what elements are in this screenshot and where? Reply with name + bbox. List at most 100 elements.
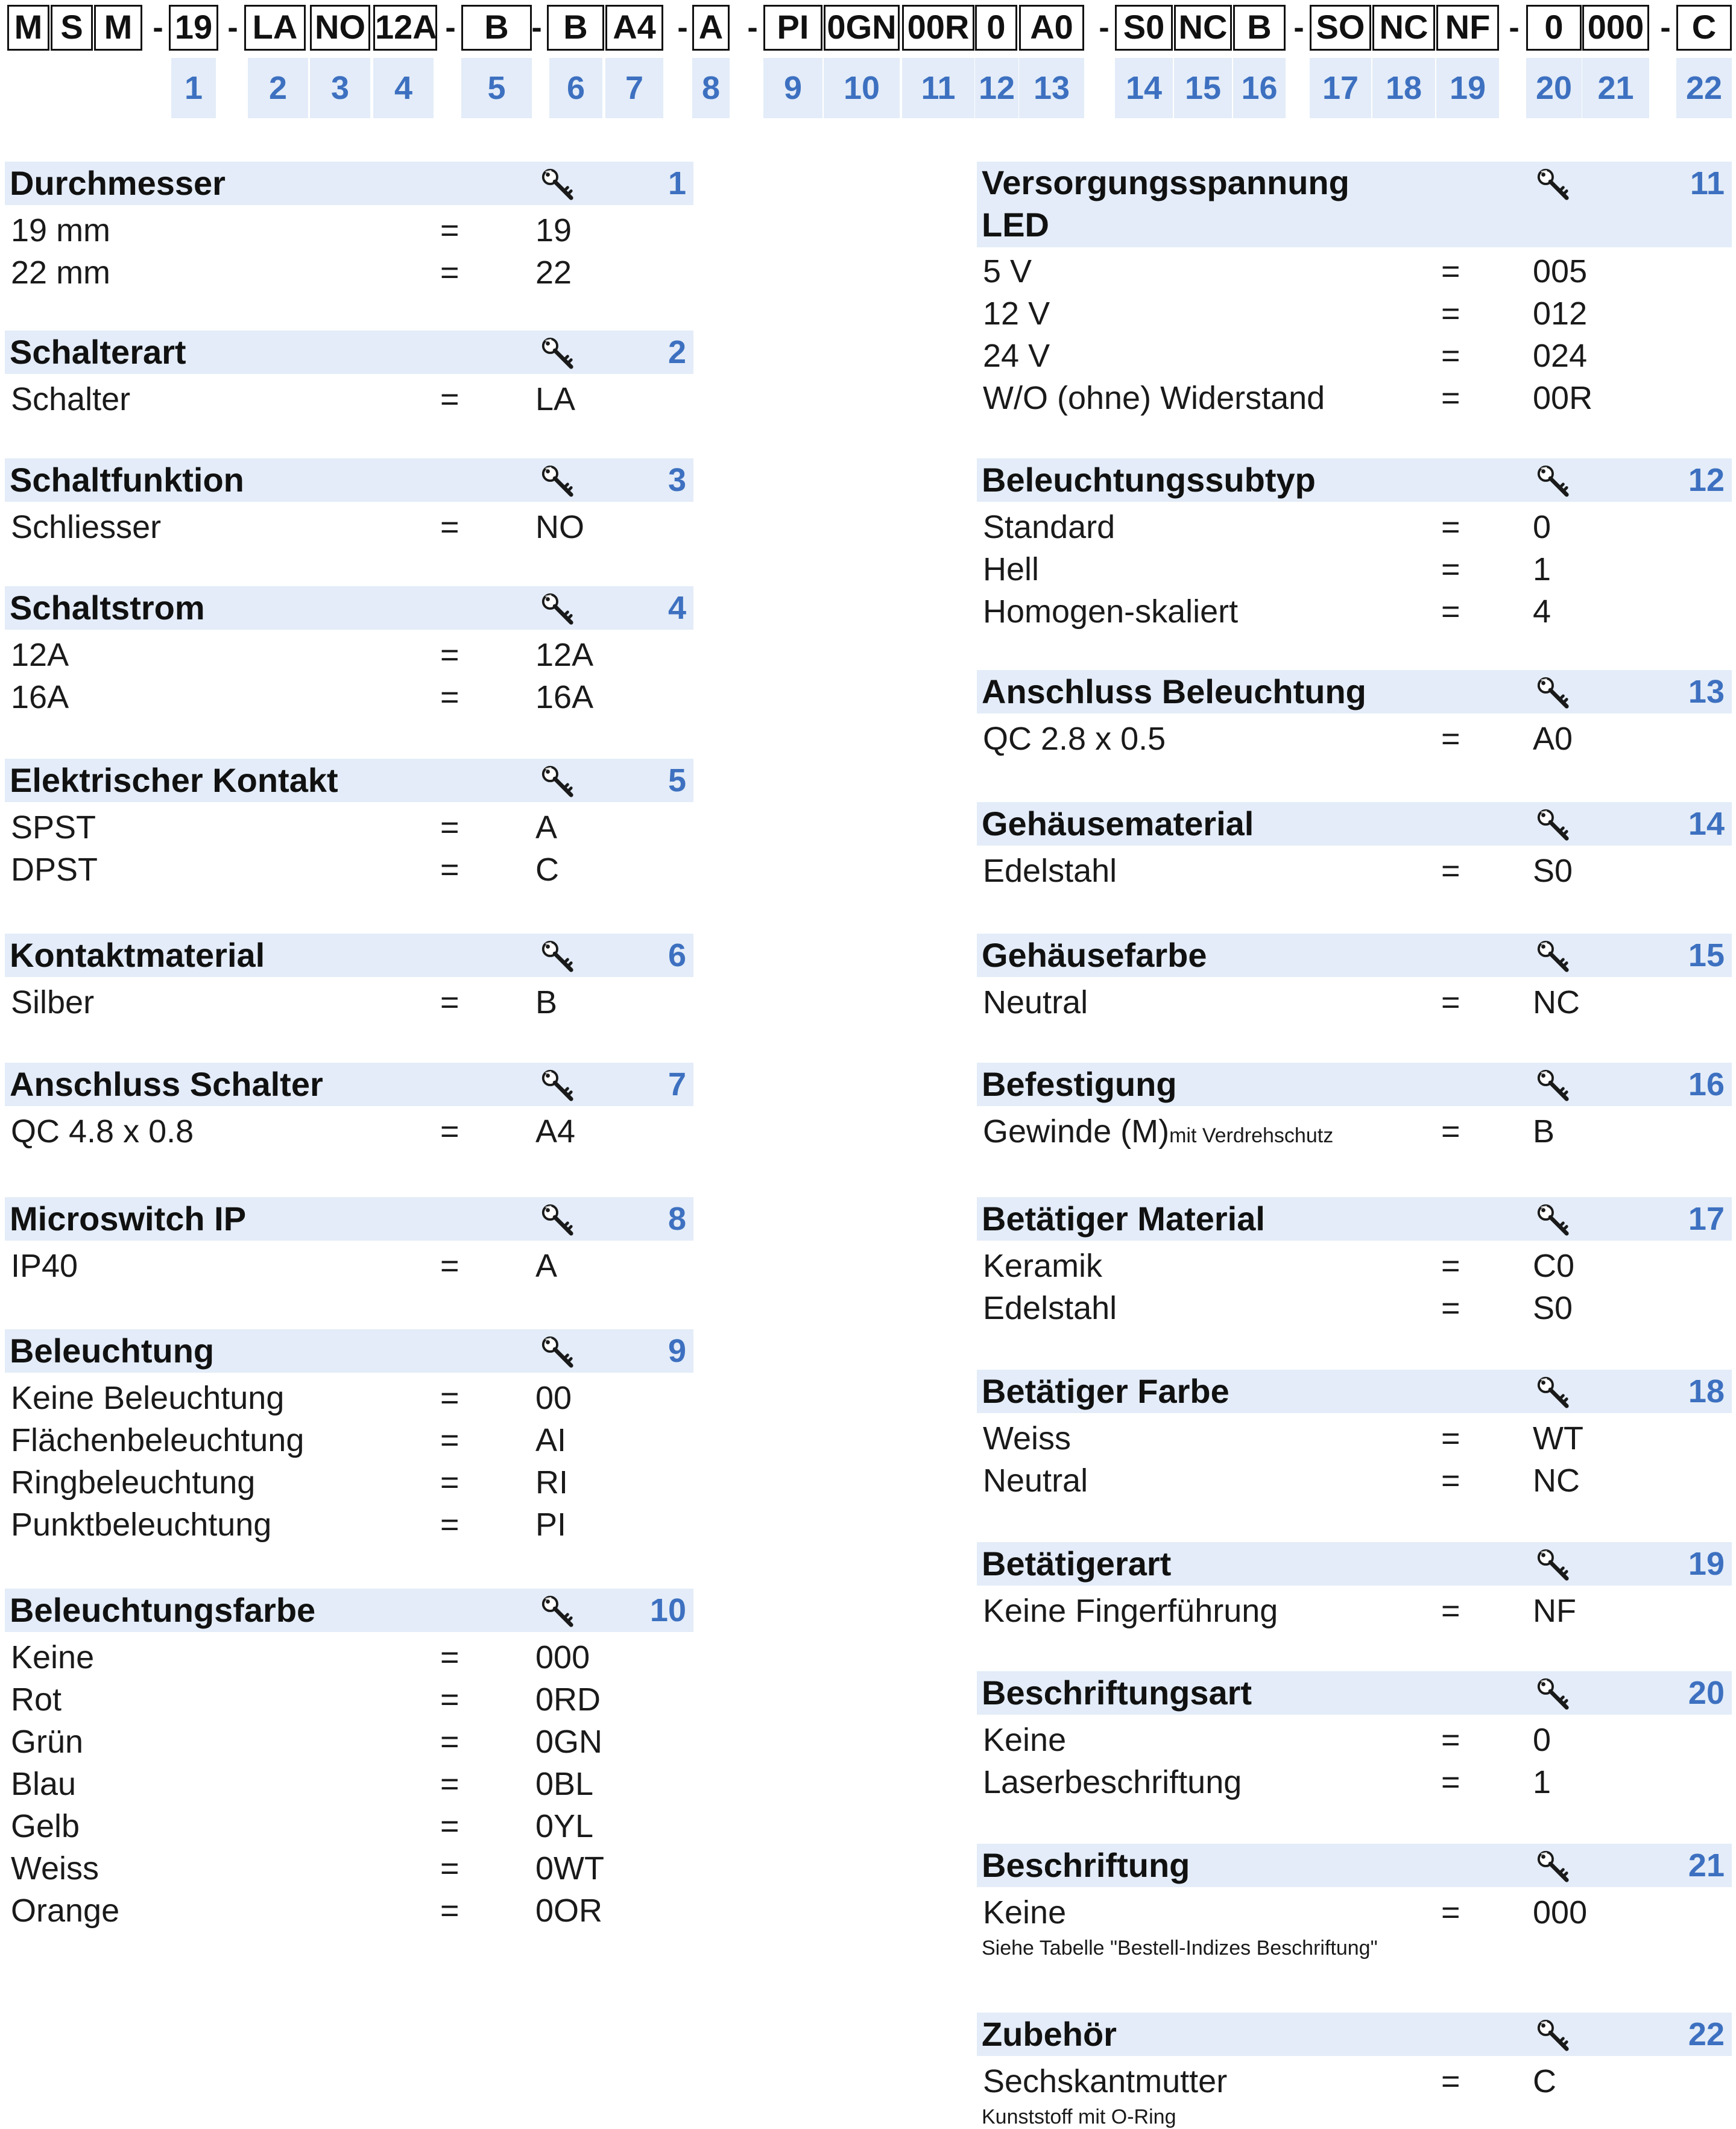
option-code: 000 [535,1639,590,1675]
option-label: Punktbeleuchtung [11,1504,271,1545]
code-box: LA [244,5,306,51]
section-title: Gehäusefarbe [982,936,1207,974]
option-code: A4 [535,1113,576,1150]
option-row: Rot = 0RD [5,1679,693,1720]
equals-sign: = [440,1422,459,1458]
option-row: Homogen-skaliert = 4 [977,591,1732,632]
section-note: Kunststoff mit O-Ring [982,2105,1176,2128]
section-title: Befestigung [982,1065,1177,1103]
option-label: 19 mm [11,210,110,251]
option-label-text: Punktbeleuchtung [11,1507,272,1543]
position-number: 11 [902,58,974,118]
position-number: 12 [975,58,1018,118]
option-code: NO [535,509,584,545]
option-label-text: QC 4.8 x 0.8 [11,1113,194,1150]
option-row: Edelstahl = S0 [977,850,1732,891]
option-label-text: Schalter [11,381,131,417]
option-code: PI [535,1507,567,1543]
equals-sign: = [1441,338,1460,374]
key-icon [1535,2017,1570,2052]
equals-sign: = [440,1248,459,1284]
option-label-text: Schliesser [11,509,162,545]
section-header [977,1844,1732,1887]
section-title: Schalterart [10,333,186,371]
code-box: S [51,5,93,51]
option-label-text: Laserbeschriftung [983,1764,1242,1800]
code-separator: - [531,10,542,45]
key-icon [1535,1202,1570,1237]
option-label: Rot [11,1679,62,1720]
section-number: 18 [1688,1373,1725,1409]
code-box: B [461,5,532,51]
option-row: 22 mm = 22 [5,252,693,293]
section-title: Schaltstrom [10,589,205,627]
section-number: 14 [1688,806,1725,842]
option-code: 1 [1533,1764,1551,1800]
option-label: Edelstahl [983,850,1117,891]
equals-sign: = [440,255,459,291]
equals-sign: = [1441,593,1460,630]
section-title: Kontaktmaterial [10,936,265,974]
option-label: 24 V [983,335,1050,376]
option-label-text: Keine [983,1722,1067,1758]
option-label-text: Flächenbeleuchtung [11,1422,305,1458]
option-code: 0OR [535,1893,603,1929]
option-label-text: Weiss [983,1420,1072,1457]
equals-sign: = [440,1724,459,1760]
option-code: A [535,809,558,846]
position-number: 21 [1582,58,1649,118]
option-row: Gewinde (M)mit Verdrehschutz = B [977,1111,1732,1152]
option-label: W/O (ohne) Widerstand [983,378,1325,419]
option-label: Orange [11,1890,119,1931]
section-header [5,1589,693,1632]
section-number: 3 [668,462,686,498]
option-label: QC 4.8 x 0.8 [11,1111,194,1152]
section-number: 17 [1688,1201,1725,1237]
position-number: 8 [692,58,730,118]
option-row: IP40 = A [5,1245,693,1286]
option-label-text: 22 mm [11,255,111,291]
section-title: Microswitch IP [10,1200,247,1238]
section-title: Beschriftungsart [982,1674,1252,1712]
option-label-text: Gewinde (M) [983,1113,1170,1150]
code-box: 000 [1582,5,1649,51]
section-title: Zubehör [982,2015,1117,2053]
option-row: Keine = 000 [977,1892,1732,1933]
key-icon [1535,675,1570,710]
code-separator: - [1509,10,1520,45]
option-label-text: 24 V [983,338,1050,374]
code-box: 0 [975,5,1017,51]
position-number: 22 [1676,58,1732,118]
equals-sign: = [440,852,459,888]
option-label: IP40 [11,1245,78,1286]
section-header [5,586,693,630]
option-label-text: Homogen-skaliert [983,593,1239,630]
equals-sign: = [1441,296,1460,332]
option-code: 00 [535,1380,572,1416]
key-icon [540,1068,575,1102]
option-row: Keine = 000 [5,1637,693,1678]
section-number: 12 [1688,462,1725,498]
equals-sign: = [440,679,459,715]
option-label-text: Edelstahl [983,1290,1117,1326]
option-code: C [535,852,559,888]
key-icon [540,1202,575,1237]
option-row: 16A = 16A [5,677,693,718]
equals-sign: = [440,1893,459,1929]
code-box: A4 [605,5,663,51]
position-number: 15 [1174,58,1232,118]
option-code: NC [1533,1463,1580,1499]
section-title: Anschluss Beleuchtung [982,672,1366,710]
equals-sign: = [440,1507,459,1543]
option-code: A [535,1248,558,1284]
option-label: Gelb [11,1806,80,1847]
position-number: 7 [605,58,663,118]
position-number: 2 [248,58,308,118]
option-label-text: Neutral [983,984,1088,1020]
option-label-text: DPST [11,852,98,888]
equals-sign: = [1441,1463,1460,1499]
option-label: Hell [983,549,1039,590]
option-row: Standard = 0 [977,507,1732,548]
option-row: Ringbeleuchtung = RI [5,1462,693,1503]
option-code: 0RD [535,1681,601,1718]
